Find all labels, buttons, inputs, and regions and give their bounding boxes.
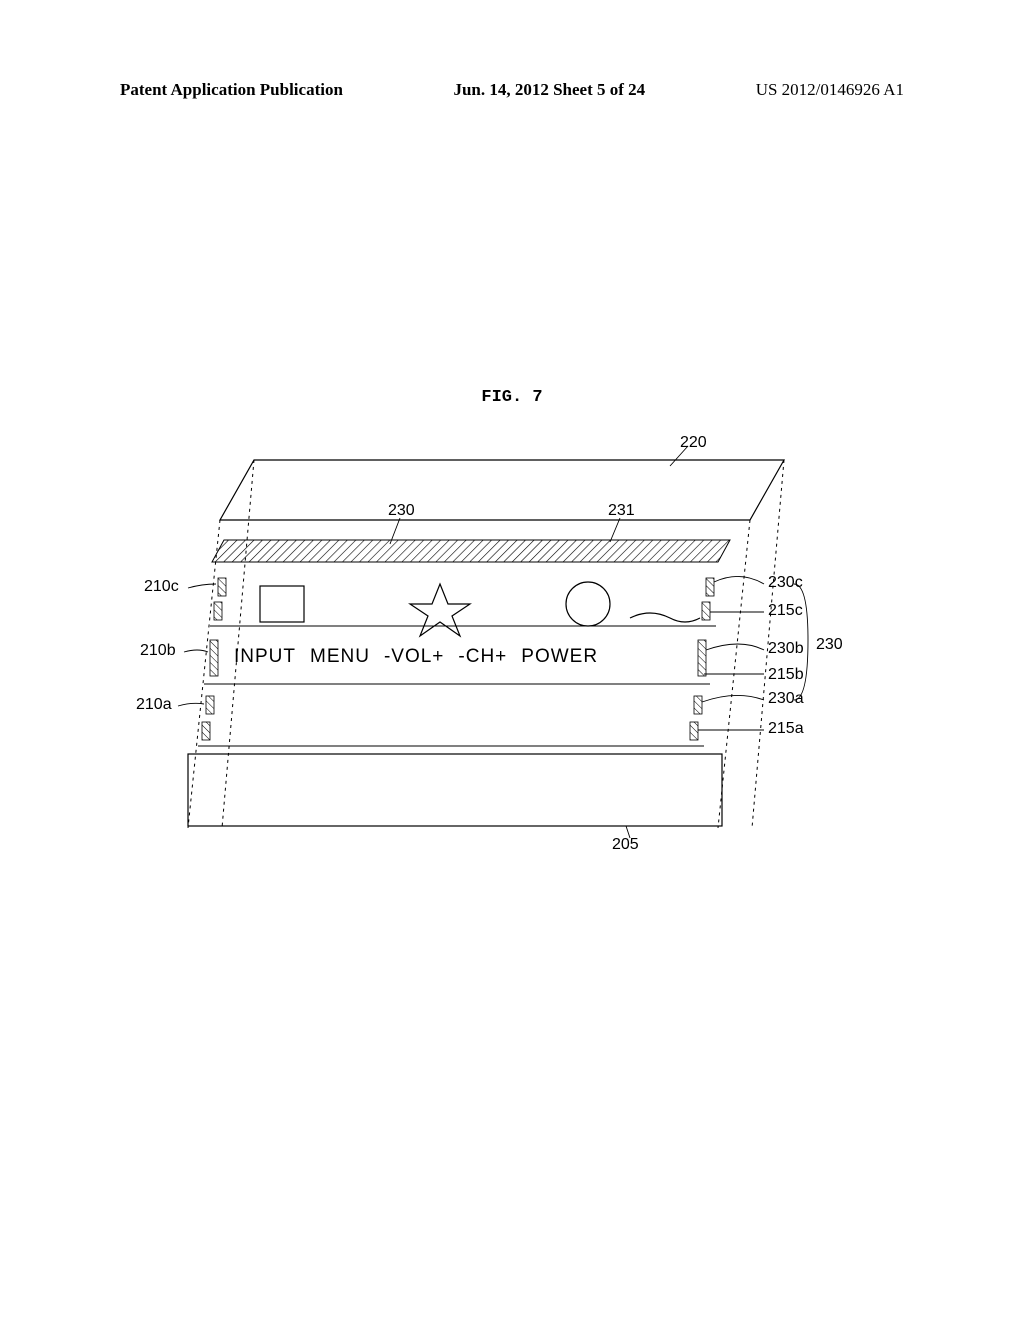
button-row: INPUT MENU -VOL+ -CH+ POWER (234, 646, 598, 668)
ref-205: 205 (612, 836, 639, 854)
btn-menu: MENU (310, 646, 370, 668)
btn-input: INPUT (234, 646, 296, 668)
hatch-bar-231 (212, 540, 730, 562)
layer-a (198, 696, 704, 746)
btn-vol: -VOL+ (384, 646, 444, 668)
ref-230b: 230b (768, 640, 804, 658)
ref-230-group: 230 (816, 636, 843, 654)
top-box (188, 460, 784, 828)
ref-230c: 230c (768, 574, 803, 592)
figure-title: FIG. 7 (0, 388, 1024, 407)
ref-230a: 230a (768, 690, 804, 708)
btn-power: POWER (521, 646, 598, 668)
ref-230-top: 230 (388, 502, 415, 520)
layer-c (210, 578, 716, 636)
patent-diagram: 220 230 231 210c 210b 210a 230c 215c 230… (150, 440, 870, 880)
bottom-box (188, 754, 722, 826)
ref-220: 220 (680, 434, 707, 452)
btn-ch: -CH+ (458, 646, 507, 668)
leader-lines (178, 446, 808, 838)
header-left: Patent Application Publication (120, 80, 343, 100)
header-right: US 2012/0146926 A1 (756, 80, 904, 100)
ref-215a: 215a (768, 720, 804, 738)
ref-215b: 215b (768, 666, 804, 684)
ref-210a: 210a (136, 696, 172, 714)
header-center: Jun. 14, 2012 Sheet 5 of 24 (453, 80, 645, 100)
ref-210c: 210c (144, 578, 179, 596)
page-header: Patent Application Publication Jun. 14, … (0, 80, 1024, 100)
ref-210b: 210b (140, 642, 176, 660)
ref-231: 231 (608, 502, 635, 520)
ref-215c: 215c (768, 602, 803, 620)
